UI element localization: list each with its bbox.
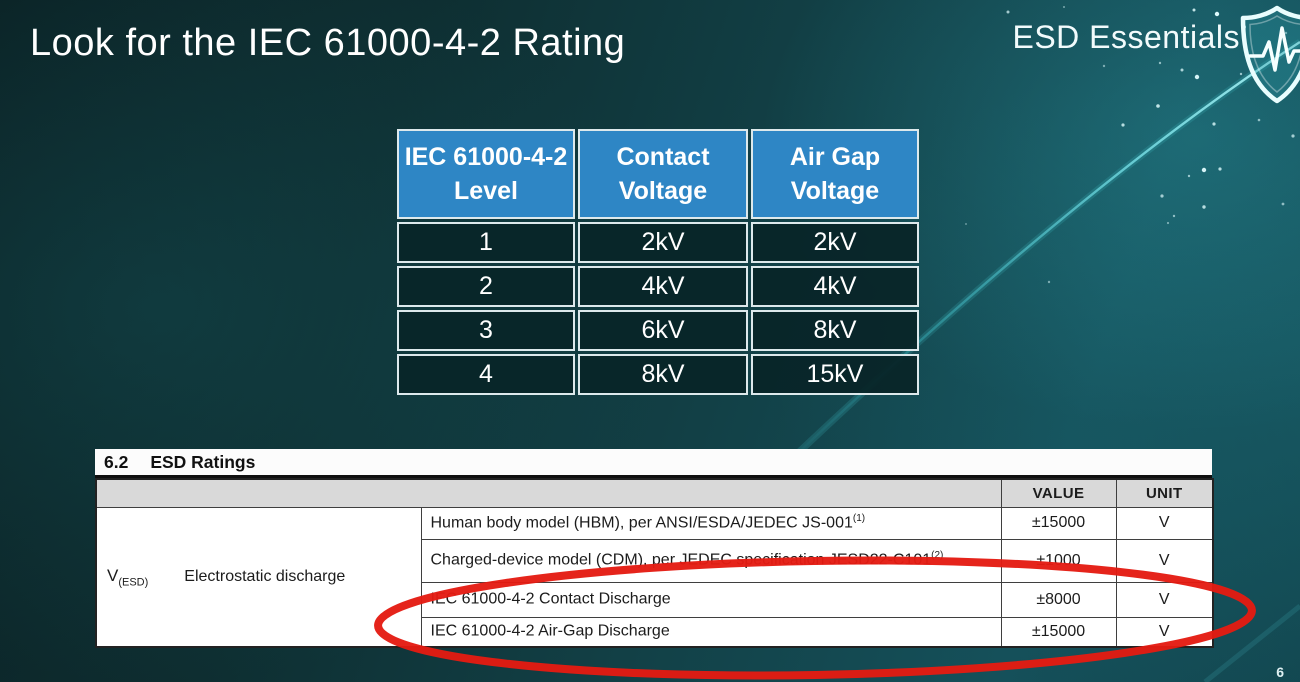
table-header-row: VALUE UNIT <box>95 478 1214 508</box>
contact-voltage-cell: 2kV <box>578 222 748 263</box>
header-line: Level <box>454 177 518 205</box>
datasheet-section-heading: 6.2 ESD Ratings <box>95 449 1212 478</box>
unit-cell: V <box>1115 616 1214 648</box>
header-line: IEC 61000-4-2 <box>404 143 568 171</box>
empty-header-cell <box>95 478 1002 508</box>
value-column-header: VALUE <box>1000 478 1117 508</box>
footnote-marker: (1) <box>852 512 866 524</box>
airgap-voltage-cell: 15kV <box>751 354 919 395</box>
contact-voltage-cell: 6kV <box>578 310 748 351</box>
levels-header-level: IEC 61000-4-2 Level <box>397 129 575 219</box>
value-cell: ±1000 <box>1000 538 1117 583</box>
value-cell: ±8000 <box>1000 581 1117 618</box>
contact-voltage-cell: 4kV <box>578 266 748 307</box>
airgap-voltage-cell: 4kV <box>751 266 919 307</box>
contact-voltage-cell: 8kV <box>578 354 748 395</box>
iec-levels-table: IEC 61000-4-2 Level Contact Voltage Air … <box>397 129 919 395</box>
levels-header-contact: Contact Voltage <box>578 129 748 219</box>
airgap-voltage-cell: 8kV <box>751 310 919 351</box>
header-line: Voltage <box>790 177 880 205</box>
unit-column-header: UNIT <box>1115 478 1214 508</box>
brand-title: ESD Essentials <box>1012 19 1240 55</box>
level-cell: 4 <box>397 354 575 395</box>
footnote-marker: (2) <box>931 550 944 562</box>
test-description: IEC 61000-4-2 Air-Gap Discharge <box>420 616 1002 648</box>
datasheet-excerpt: 6.2 ESD Ratings VALUE UNIT V(ESD) Electro… <box>95 449 1214 648</box>
unit-cell: V <box>1115 538 1214 583</box>
table-row: V(ESD) Electrostatic discharge Human body… <box>95 506 1214 648</box>
levels-header-airgap: Air Gap Voltage <box>751 129 919 219</box>
symbol: V(ESD) <box>107 565 149 588</box>
slide-title: Look for the IEC 61000-4-2 Rating <box>30 22 626 64</box>
unit-cell: V <box>1115 506 1214 540</box>
header-line: Contact <box>616 143 710 171</box>
test-description: IEC 61000-4-2 Contact Discharge <box>420 581 1002 618</box>
esd-ratings-table: VALUE UNIT V(ESD) Electrostatic discharge… <box>95 478 1214 648</box>
header-line: Voltage <box>618 177 708 205</box>
symbol-parameter-cell: V(ESD) Electrostatic discharge <box>95 506 422 648</box>
parameter-label: Electrostatic discharge <box>184 567 346 585</box>
airgap-voltage-cell: 2kV <box>751 222 919 263</box>
page-number: 6 <box>1276 664 1284 680</box>
level-cell: 2 <box>397 266 575 307</box>
section-number: 6.2 <box>104 451 129 472</box>
section-title: ESD Ratings <box>150 451 256 472</box>
value-cell: ±15000 <box>1000 616 1117 648</box>
unit-cell: V <box>1115 581 1214 618</box>
level-cell: 3 <box>397 310 575 351</box>
level-cell: 1 <box>397 222 575 263</box>
header-line: Air Gap <box>789 143 881 171</box>
shield-heartbeat-icon <box>1240 5 1300 104</box>
test-description: Human body model (HBM), per ANSI/ESDA/JE… <box>420 506 1002 540</box>
test-description: Charged-device model (CDM), per JEDEC sp… <box>420 538 1002 583</box>
value-cell: ±15000 <box>1000 506 1117 540</box>
